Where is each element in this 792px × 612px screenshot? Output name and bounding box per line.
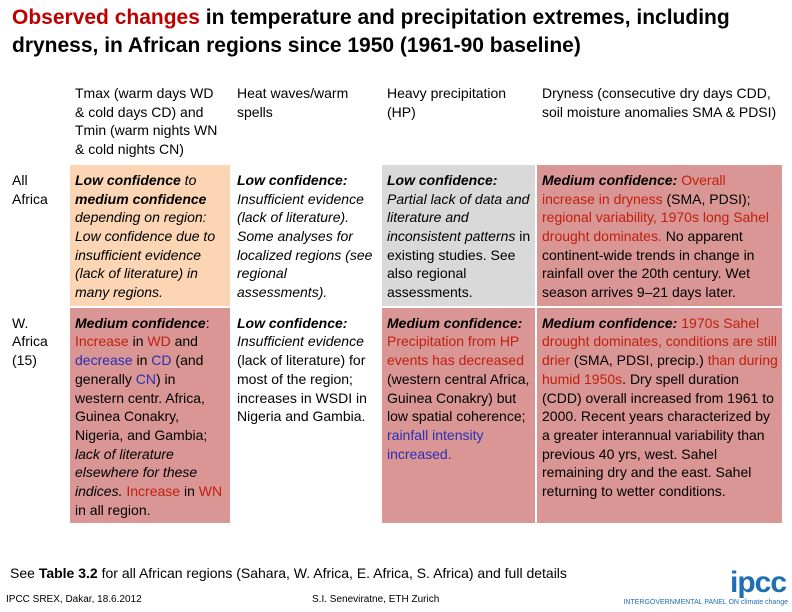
text-run: (SMA, PDSI); bbox=[662, 190, 751, 207]
text-run: Medium confidence: bbox=[542, 171, 678, 188]
text-run: Overall increase in dryness bbox=[542, 171, 726, 207]
text-run: (lack of literature) for most of the reg… bbox=[237, 352, 367, 425]
logo: ipcc bbox=[730, 566, 787, 599]
text-run: Low confidence: bbox=[387, 171, 498, 188]
text-run: in existing studies. See also regional a… bbox=[387, 227, 531, 301]
text-run: CD bbox=[151, 352, 172, 369]
text-run: Insufficient evidence (lack of literatur… bbox=[237, 190, 373, 301]
text-run: See bbox=[10, 565, 39, 581]
text-run: (western central Africa, Guinea Conakry)… bbox=[387, 370, 530, 425]
text-run: in bbox=[180, 483, 199, 500]
table-cell: Medium confidence: Overall increase in d… bbox=[535, 162, 784, 308]
text-run: medium confidence bbox=[75, 190, 207, 207]
table-cell: Medium confidence: Increase in WD and de… bbox=[68, 305, 232, 526]
row-label: W. Africa (15) bbox=[10, 305, 70, 526]
text-run: to bbox=[180, 171, 197, 188]
text-run: 1970s Sahel drought dominates, condition… bbox=[542, 314, 778, 369]
header-cell: Tmax (warm days WD & cold days CD) and T… bbox=[68, 76, 232, 165]
text-run: (and generally bbox=[75, 352, 204, 387]
text-run: in all region. bbox=[75, 501, 151, 518]
footer-author: S.I. Seneviratne, ETH Zurich bbox=[312, 594, 440, 605]
text-run: CN bbox=[135, 370, 156, 387]
table-row: W. Africa (15) Medium confidence: Increas… bbox=[10, 305, 784, 526]
text-run: Increase bbox=[75, 333, 129, 350]
text-run: Increase bbox=[126, 483, 181, 500]
text-run: regional variability, 1970s long Sahel d… bbox=[542, 209, 769, 244]
text-run: : bbox=[205, 314, 210, 331]
text-run: Partial lack of data and literature and … bbox=[387, 190, 530, 244]
table-cell: Low confidence: Partial lack of data and… bbox=[380, 162, 537, 308]
slide-title: Observed changes in temperature and prec… bbox=[12, 4, 782, 60]
text-run: Observed changes bbox=[12, 6, 200, 29]
text-run: WN bbox=[198, 483, 223, 500]
text-run: in bbox=[128, 333, 148, 350]
text-run: in temperature and precipitation extreme… bbox=[12, 6, 730, 57]
table-cell: Low confidence: Insufficient evidence (l… bbox=[230, 305, 382, 526]
text-run: ) in western centr. Africa, Guinea Conak… bbox=[75, 370, 208, 443]
text-run: Low confidence: bbox=[237, 314, 348, 331]
table-cell: Medium confidence: Precipitation from HP… bbox=[380, 305, 537, 526]
row-label: All Africa bbox=[10, 162, 70, 308]
text-run: in bbox=[132, 352, 152, 369]
table-cell: Low confidence to medium confidence depe… bbox=[68, 162, 232, 308]
table: Tmax (warm days WD & cold days CD) and T… bbox=[10, 76, 784, 526]
table-row: All Africa Low confidence to medium confi… bbox=[10, 162, 784, 308]
text-run: Medium confidence: bbox=[387, 314, 523, 331]
table-cell: Low confidence: Insufficient evidence (l… bbox=[230, 162, 382, 308]
text-run: Medium confidence bbox=[75, 314, 206, 331]
text-run: depending on region: Low confidence due … bbox=[75, 209, 216, 301]
text-run: Table 3.2 bbox=[38, 565, 98, 581]
header-cell: Heat waves/warm spells bbox=[230, 76, 382, 165]
table-cell: Medium confidence: 1970s Sahel drought d… bbox=[535, 305, 784, 526]
text-run: . Dry spell duration (CDD) overall incre… bbox=[542, 370, 774, 500]
text-run: No apparent continent-wide trends in cha… bbox=[542, 227, 755, 301]
note: See Table 3.2 for all African regions (S… bbox=[10, 565, 567, 581]
text-run: and bbox=[170, 333, 198, 350]
footer-source: IPCC SREX, Dakar, 18.6.2012 bbox=[6, 594, 142, 605]
text-run: Precipitation from HP events has decreas… bbox=[387, 333, 524, 369]
text-run: than during humid 1950s bbox=[542, 352, 778, 387]
text-run: WD bbox=[147, 333, 171, 350]
text-run: Low confidence: bbox=[237, 171, 348, 188]
logo-caption: INTERGOVERNMENTAL PANEL ON climate chang… bbox=[623, 599, 788, 606]
text-run: lack of literature elsewhere for these i… bbox=[75, 445, 198, 500]
header-cell: Heavy precipitation (HP) bbox=[380, 76, 537, 165]
text-run: Low confidence bbox=[75, 171, 181, 188]
text-run: (SMA, PDSI, precip.) bbox=[570, 352, 708, 369]
text-run: decrease bbox=[75, 352, 133, 369]
header-cell: Dryness (consecutive dry days CDD, soil … bbox=[535, 76, 784, 165]
text-run: for all African regions (Sahara, W. Afri… bbox=[97, 565, 567, 581]
header-cell bbox=[10, 76, 70, 165]
text-run: Insufficient evidence bbox=[237, 333, 364, 350]
text-run: Medium confidence: bbox=[542, 314, 678, 331]
header-row: Tmax (warm days WD & cold days CD) and T… bbox=[10, 76, 784, 165]
text-run: rainfall intensity increased. bbox=[387, 426, 484, 462]
